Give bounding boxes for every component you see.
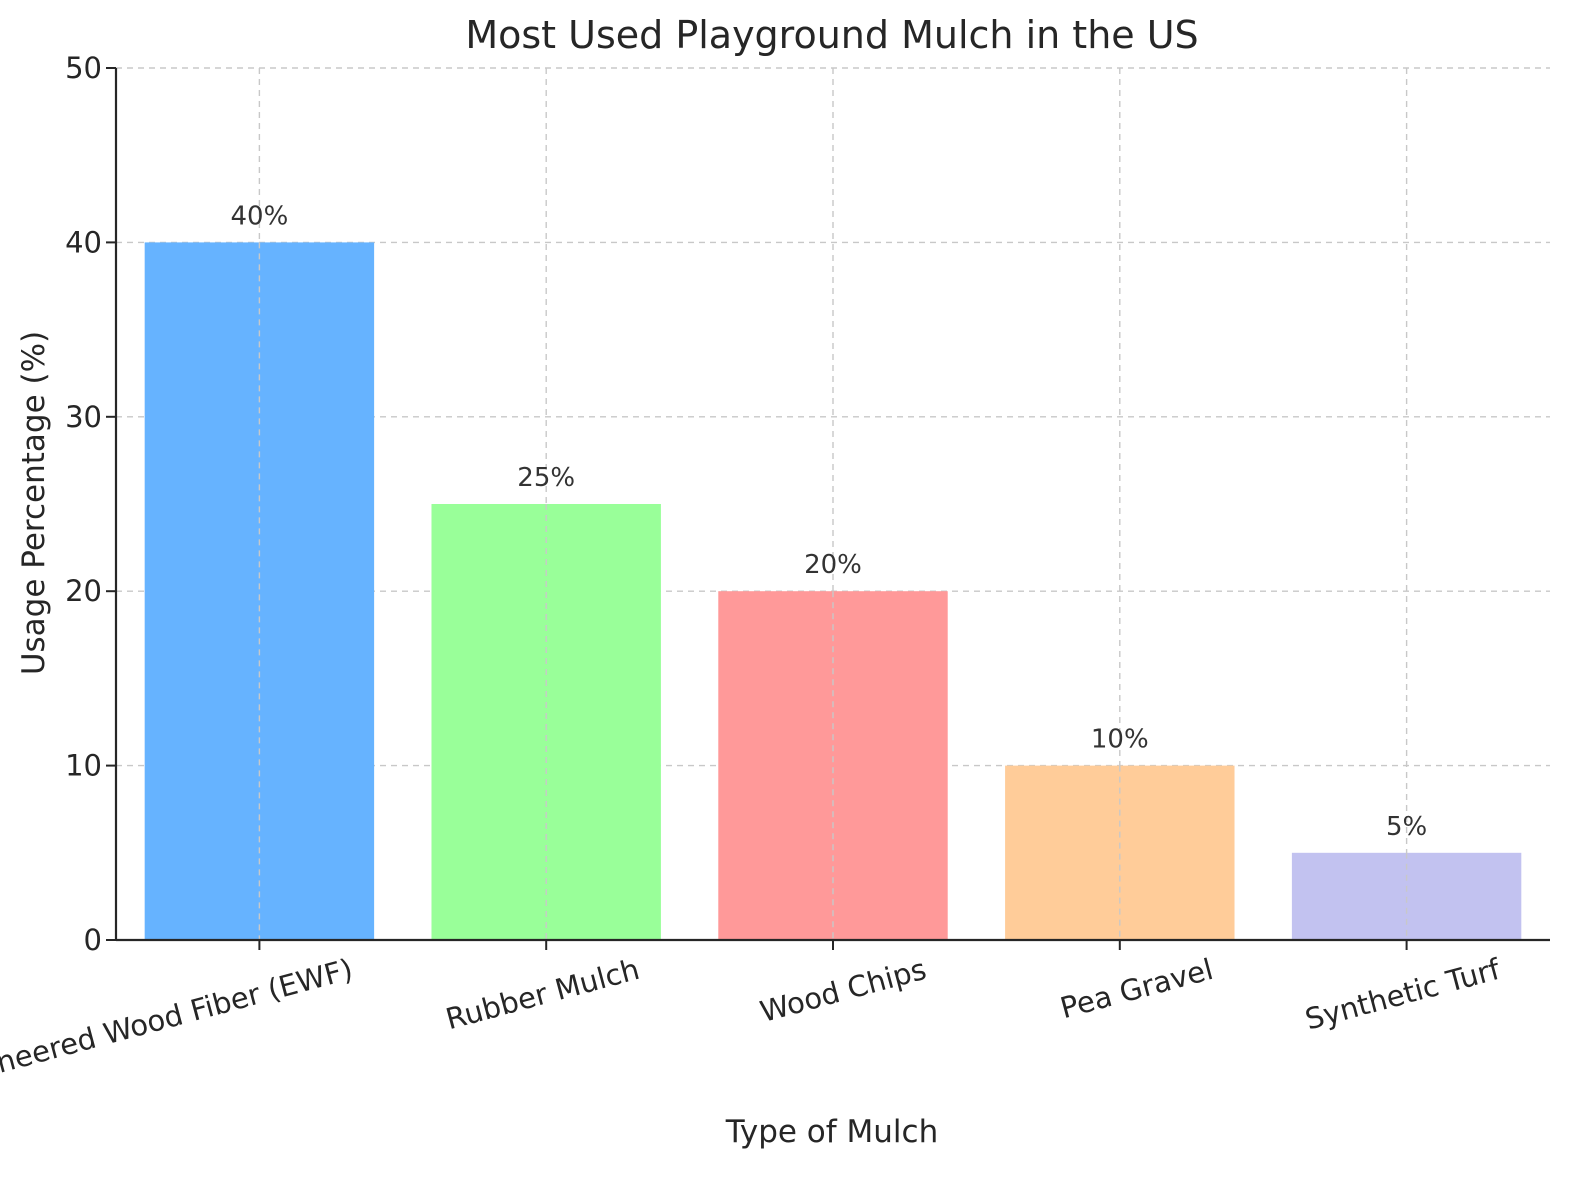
x-tick-label: Engineered Wood Fiber (EWF) — [0, 952, 356, 1096]
x-tick-label: Synthetic Turf — [1301, 952, 1504, 1037]
data-label: 40% — [231, 201, 289, 231]
chart-title: Most Used Playground Mulch in the US — [465, 13, 1198, 57]
y-tick-label: 10 — [65, 749, 102, 783]
bar-1 — [144, 242, 375, 940]
axes — [106, 67, 1550, 950]
data-label: 25% — [517, 463, 575, 493]
bars — [144, 242, 1522, 940]
data-label: 10% — [1091, 725, 1149, 755]
y-tick-label: 30 — [65, 400, 102, 434]
x-tick-label: Wood Chips — [757, 952, 930, 1029]
x-axis-label: Type of Mulch — [725, 1114, 939, 1150]
y-tick-label: 0 — [84, 923, 102, 957]
y-tick-label: 40 — [65, 225, 102, 259]
data-label: 20% — [804, 550, 862, 580]
bar-2 — [431, 504, 661, 940]
x-tick-label: Rubber Mulch — [442, 952, 643, 1036]
y-axis-label: Usage Percentage (%) — [16, 331, 52, 675]
x-tick-label: Pea Gravel — [1057, 952, 1217, 1025]
data-label: 5% — [1386, 812, 1427, 842]
bar-3 — [718, 591, 948, 940]
y-tick-label: 20 — [65, 574, 102, 608]
y-tick-label: 50 — [65, 51, 102, 85]
